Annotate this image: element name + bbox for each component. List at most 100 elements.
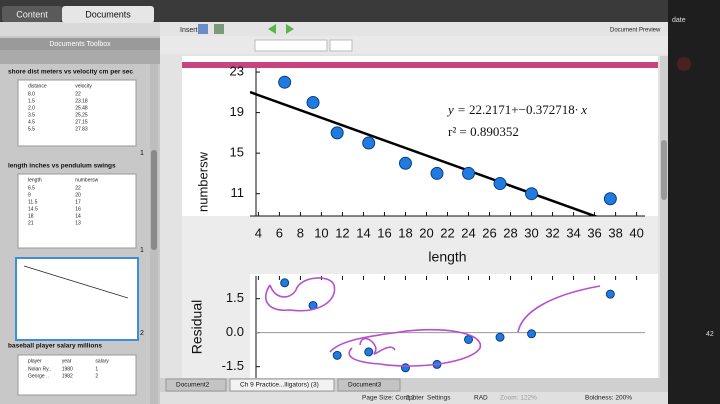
page-thumbnail[interactable]: [17, 79, 137, 147]
data-point[interactable]: [330, 126, 344, 140]
cell: 2.0: [28, 105, 35, 111]
x-tick-label: 26: [482, 225, 496, 240]
x-tick-label: 30: [524, 225, 538, 240]
doc-tab-label[interactable]: Ch 9 Practice...lligators) (3): [240, 382, 319, 389]
status-item[interactable]: 2.2: [406, 395, 415, 402]
cell: 25.25: [75, 112, 88, 118]
equation-part: 22.2171: [469, 102, 511, 117]
cell: George ..: [28, 373, 49, 379]
page-number[interactable]: 1: [140, 150, 144, 157]
insert-menu[interactable]: Insert: [180, 27, 198, 34]
back-arrow[interactable]: [268, 24, 276, 34]
problem-list: shore dist meters vs velocity cm per sec…: [8, 69, 144, 396]
cell: 20: [75, 192, 81, 198]
page-number[interactable]: 2: [140, 330, 144, 337]
tab-content[interactable]: [2, 6, 62, 22]
residual-point[interactable]: [400, 363, 410, 373]
document-preview[interactable]: Document Preview: [610, 28, 661, 34]
doc-tab[interactable]: [229, 378, 335, 392]
cell: 8.0: [28, 91, 35, 97]
status-item[interactable]: Settings: [427, 395, 451, 402]
cell: 1: [95, 366, 98, 372]
residual-point[interactable]: [332, 350, 342, 360]
x-tick-label: 6: [276, 225, 283, 240]
x-axis-label: length: [428, 249, 466, 265]
equation-part: · x: [575, 102, 588, 117]
icon[interactable]: [214, 24, 224, 34]
scroll-thumb[interactable]: [151, 150, 157, 250]
forward-arrow[interactable]: [286, 24, 294, 34]
residual-point[interactable]: [364, 347, 374, 357]
ink-scribble: [359, 337, 396, 355]
residual-point[interactable]: [527, 329, 537, 339]
cell: 14.5: [28, 206, 38, 212]
icon[interactable]: [198, 24, 208, 34]
doc-tab[interactable]: [165, 378, 227, 392]
data-point[interactable]: [362, 136, 376, 150]
tab-documents[interactable]: [62, 6, 154, 23]
y-tick-label: 23: [230, 63, 244, 78]
y-tick-label: 15: [230, 145, 244, 160]
residual-y-tick-label: 1.5: [226, 290, 244, 305]
residual-label-band: [182, 274, 250, 378]
toolbox-icons: [0, 50, 160, 64]
cell: 16: [75, 206, 81, 212]
column-header: year: [62, 358, 72, 364]
page-thumbnail[interactable]: [17, 354, 137, 396]
residual-y-tick-label: -1.5: [222, 358, 244, 373]
page-scrollbar[interactable]: [660, 56, 668, 378]
data-point[interactable]: [278, 75, 292, 89]
residual-point[interactable]: [280, 278, 290, 288]
cell: 13: [75, 220, 81, 226]
cell: 5.5: [28, 126, 35, 132]
x-tick-label: 20: [419, 225, 433, 240]
page-thumbnail[interactable]: [17, 173, 137, 249]
problem-title[interactable]: baseball player salary millions: [8, 343, 102, 350]
residual-point[interactable]: [605, 289, 615, 299]
x-tick-label: 10: [314, 225, 328, 240]
status-item[interactable]: Page Size: Computer: [362, 395, 425, 402]
x-tick-label: 40: [629, 225, 643, 240]
residual-point[interactable]: [495, 332, 505, 342]
doc-tab[interactable]: [337, 378, 401, 392]
font-box[interactable]: [254, 39, 328, 52]
status-item[interactable]: Zoom: 122%: [500, 395, 537, 402]
equation-part: +−0.372718: [511, 102, 574, 117]
x-tick-label: 14: [356, 225, 370, 240]
cell: 21: [28, 220, 34, 226]
data-point[interactable]: [525, 187, 539, 201]
size-box[interactable]: [329, 39, 353, 52]
status-item[interactable]: Boldness: 200%: [585, 395, 632, 402]
data-point[interactable]: [430, 166, 444, 180]
doc-tab-label[interactable]: Document3: [348, 382, 382, 389]
data-point[interactable]: [398, 156, 412, 170]
scroll-thumb[interactable]: [661, 140, 667, 200]
document-tabs: Document2 Ch 9 Practice...lligators) (3) D…: [165, 378, 401, 392]
column-header: length: [28, 177, 42, 183]
equation-part: y =: [446, 102, 469, 117]
residual-y-tick-label: 0.0: [226, 324, 244, 339]
x-tick-label: 32: [545, 225, 559, 240]
x-tick-label: 34: [566, 225, 580, 240]
x-tick-label: 22: [440, 225, 454, 240]
data-point[interactable]: [306, 95, 320, 109]
page-number[interactable]: 1: [140, 247, 144, 254]
problem-title[interactable]: length inches vs pendulum swings: [8, 163, 116, 170]
data-point[interactable]: [462, 166, 476, 180]
problem-title[interactable]: shore dist meters vs velocity cm per sec: [8, 69, 133, 76]
x-tick-label: 38: [608, 225, 622, 240]
status-item[interactable]: RAD: [474, 395, 488, 402]
cell: 14: [75, 213, 81, 219]
tab-label[interactable]: Content: [16, 9, 48, 19]
cell: 25.48: [75, 105, 88, 111]
cell: 2: [95, 373, 98, 379]
residual-axis-label: Residual: [189, 300, 205, 354]
ink-circle: [329, 328, 481, 367]
page-thumbnail-selected[interactable]: [15, 257, 139, 341]
cell: 1982: [62, 373, 73, 379]
doc-tab-label[interactable]: Document2: [176, 382, 210, 389]
data-point[interactable]: [493, 177, 507, 191]
data-point[interactable]: [603, 192, 617, 206]
tab-label[interactable]: Documents: [85, 9, 131, 19]
